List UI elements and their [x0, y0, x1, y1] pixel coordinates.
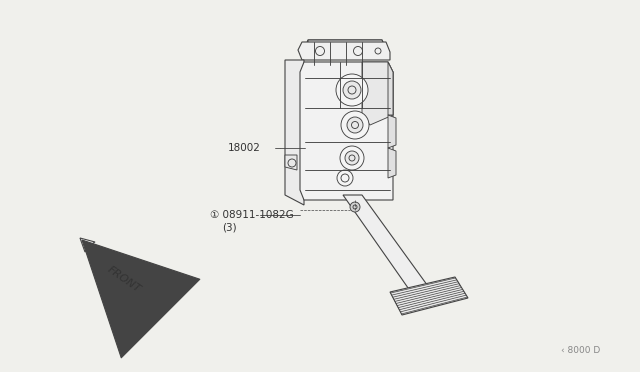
Circle shape [340, 146, 364, 170]
Text: FRONT: FRONT [106, 264, 143, 294]
Polygon shape [343, 195, 438, 305]
Polygon shape [304, 40, 386, 55]
Circle shape [337, 170, 353, 186]
Text: ① 08911-1082G: ① 08911-1082G [210, 210, 294, 220]
Polygon shape [298, 42, 390, 60]
Text: (3): (3) [222, 223, 237, 233]
Polygon shape [388, 148, 396, 178]
Polygon shape [308, 40, 382, 45]
Circle shape [341, 111, 369, 139]
Polygon shape [285, 60, 304, 205]
Circle shape [345, 151, 359, 165]
Circle shape [336, 74, 368, 106]
Text: 18002: 18002 [228, 143, 261, 153]
Polygon shape [308, 40, 386, 50]
Polygon shape [300, 62, 393, 200]
Polygon shape [80, 238, 95, 257]
Text: ‹ 8000 D: ‹ 8000 D [561, 346, 600, 355]
Polygon shape [285, 155, 297, 170]
Circle shape [350, 202, 360, 212]
Polygon shape [388, 115, 396, 148]
Circle shape [347, 117, 363, 133]
Circle shape [343, 81, 361, 99]
Polygon shape [388, 62, 393, 115]
Polygon shape [390, 277, 468, 315]
Polygon shape [362, 62, 393, 125]
